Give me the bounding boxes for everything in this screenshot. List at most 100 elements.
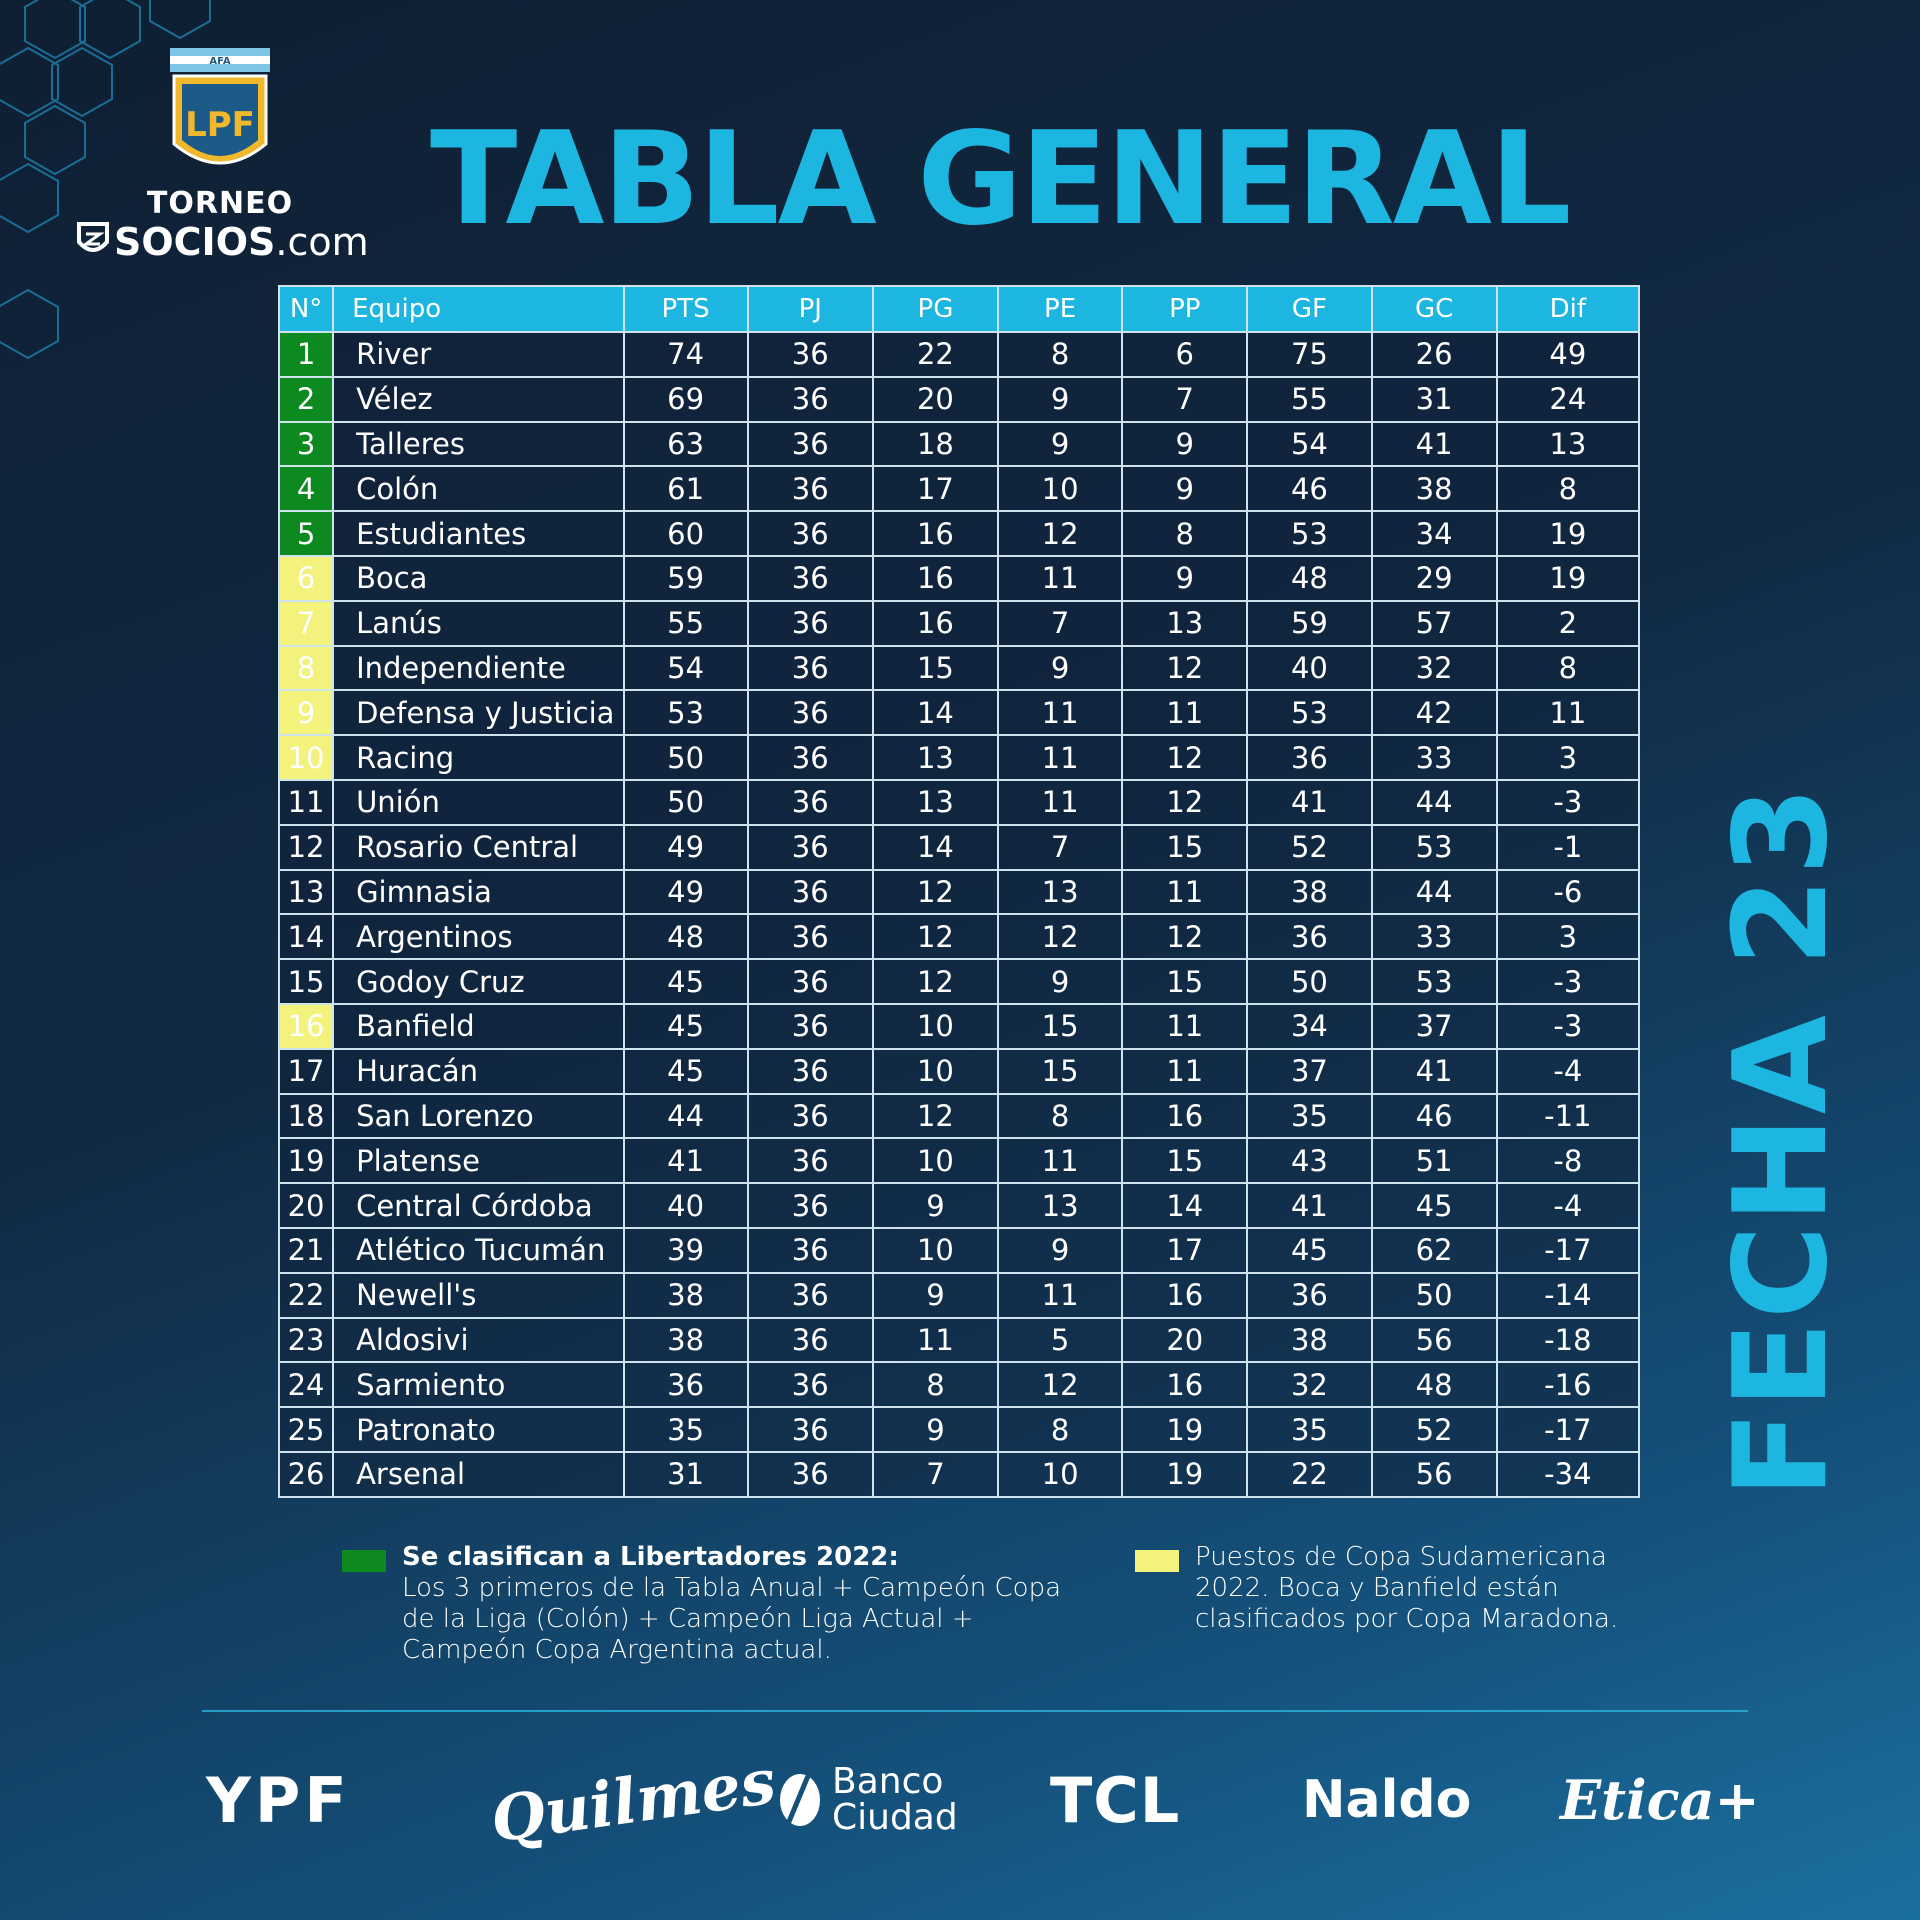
team-name-cell: Defensa y Justicia [332,689,625,737]
team-name-cell: Sarmiento [332,1361,625,1409]
goals-against-cell: 41 [1370,420,1498,468]
goals-against-cell: 52 [1370,1406,1498,1453]
lost-cell: 12 [1121,644,1249,692]
goal-difference-cell: 49 [1495,331,1641,378]
won-cell: 10 [871,1137,1000,1185]
position-cell: 1 [277,331,335,378]
drawn-cell: 9 [997,1226,1124,1274]
goals-for-cell: 52 [1246,823,1373,871]
drawn-cell: 11 [997,778,1124,826]
table-row: 20 Central Córdoba 40 36 9 13 14 41 45 -4 [277,1182,1641,1229]
goals-for-cell: 38 [1246,1316,1373,1364]
won-cell: 13 [871,734,1000,781]
drawn-cell: 15 [997,1002,1124,1050]
won-cell: 10 [871,1226,1000,1274]
page-title: TABLA GENERAL [430,105,1571,254]
goal-difference-cell: 19 [1495,510,1641,557]
goal-difference-cell: -1 [1495,823,1641,871]
goals-against-cell: 42 [1370,689,1498,737]
goals-against-cell: 26 [1370,331,1498,378]
table-row: 4 Colón 61 36 17 10 9 46 38 8 [277,465,1641,513]
drawn-cell: 11 [997,554,1124,602]
lost-cell: 9 [1121,554,1249,602]
lost-cell: 16 [1121,1092,1249,1140]
table-row: 18 San Lorenzo 44 36 12 8 16 35 46 -11 [277,1092,1641,1140]
lost-cell: 9 [1121,420,1249,468]
goal-difference-cell: 19 [1495,554,1641,602]
points-cell: 45 [622,958,749,1005]
goal-difference-cell: -3 [1495,778,1641,826]
won-cell: 22 [871,331,1000,378]
goals-against-cell: 53 [1370,823,1498,871]
points-cell: 31 [622,1450,749,1498]
played-cell: 36 [746,958,874,1005]
header-won: PG [871,285,1000,333]
position-cell: 15 [277,958,335,1005]
goals-against-cell: 53 [1370,958,1498,1005]
played-cell: 36 [746,1406,874,1453]
goals-against-cell: 50 [1370,1271,1498,1319]
socios-shield-icon [76,220,110,269]
goal-difference-cell: -3 [1495,1002,1641,1050]
goals-for-cell: 38 [1246,868,1373,916]
position-cell: 24 [277,1361,335,1409]
points-cell: 50 [622,778,749,826]
table-row: 6 Boca 59 36 16 11 9 48 29 19 [277,554,1641,602]
table-row: 10 Racing 50 36 13 11 12 36 33 3 [277,734,1641,781]
drawn-cell: 12 [997,913,1124,961]
goals-for-cell: 37 [1246,1047,1373,1095]
drawn-cell: 10 [997,1450,1124,1498]
position-cell: 13 [277,868,335,916]
lpf-mark: LPF [185,105,255,145]
won-cell: 16 [871,599,1000,647]
played-cell: 36 [746,465,874,513]
goals-against-cell: 31 [1370,375,1498,423]
drawn-cell: 9 [997,375,1124,423]
position-cell: 10 [277,734,335,781]
goals-for-cell: 35 [1246,1406,1373,1453]
points-cell: 49 [622,823,749,871]
team-name-cell: Patronato [332,1406,625,1453]
goals-against-cell: 56 [1370,1450,1498,1498]
sponsor-banco-ciudad-logo: Banco Ciudad [778,1740,958,1860]
table-header-row: N° Equipo PTS PJ PG PE PP GF GC Dif [277,285,1641,333]
goals-for-cell: 36 [1246,1271,1373,1319]
drawn-cell: 11 [997,689,1124,737]
lost-cell: 9 [1121,465,1249,513]
lost-cell: 15 [1121,1137,1249,1185]
position-cell: 23 [277,1316,335,1364]
lpf-shield-icon: AFA LPF [170,48,270,178]
points-cell: 38 [622,1316,749,1364]
team-name-cell: Talleres [332,420,625,468]
round-label: FECHA 23 [1707,784,1856,1498]
goals-for-cell: 45 [1246,1226,1373,1274]
socios-label: SOCIOS [114,220,276,264]
goals-for-cell: 40 [1246,644,1373,692]
table-row: 21 Atlético Tucumán 39 36 10 9 17 45 62 -17 [277,1226,1641,1274]
drawn-cell: 8 [997,1092,1124,1140]
team-name-cell: Huracán [332,1047,625,1095]
won-cell: 8 [871,1361,1000,1409]
team-name-cell: River [332,331,625,378]
team-name-cell: Vélez [332,375,625,423]
table-row: 5 Estudiantes 60 36 16 12 8 53 34 19 [277,510,1641,557]
team-name-cell: Racing [332,734,625,781]
goals-for-cell: 50 [1246,958,1373,1005]
table-row: 9 Defensa y Justicia 53 36 14 11 11 53 42 11 [277,689,1641,737]
played-cell: 36 [746,823,874,871]
banco-ciudad-icon [780,1774,820,1826]
position-cell: 25 [277,1406,335,1453]
goals-for-cell: 36 [1246,913,1373,961]
lost-cell: 11 [1121,868,1249,916]
torneo-label: TORNEO [146,186,294,221]
table-row: 24 Sarmiento 36 36 8 12 16 32 48 -16 [277,1361,1641,1409]
played-cell: 36 [746,734,874,781]
won-cell: 13 [871,778,1000,826]
lost-cell: 14 [1121,1182,1249,1229]
goals-for-cell: 75 [1246,331,1373,378]
team-name-cell: Aldosivi [332,1316,625,1364]
goals-for-cell: 46 [1246,465,1373,513]
won-cell: 9 [871,1406,1000,1453]
drawn-cell: 11 [997,734,1124,781]
position-cell: 3 [277,420,335,468]
